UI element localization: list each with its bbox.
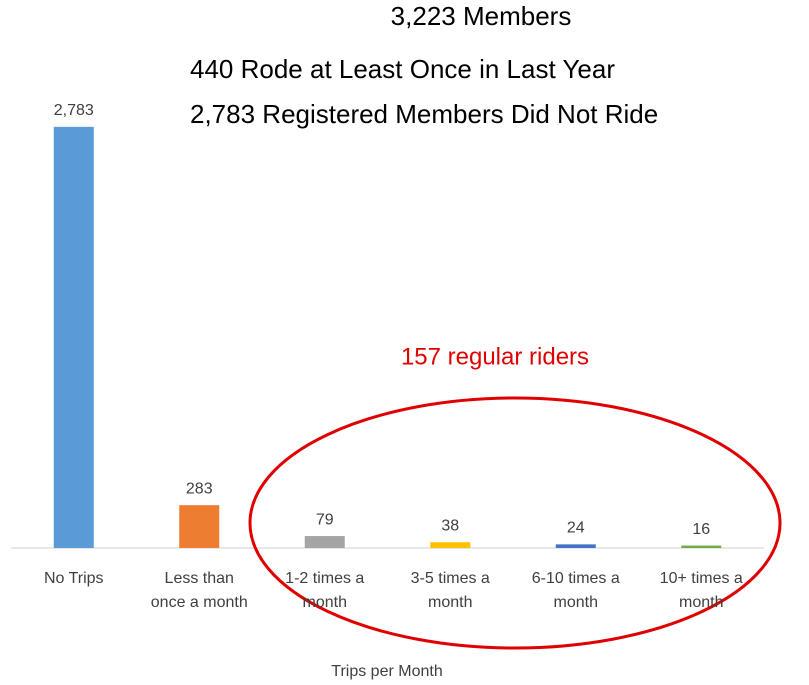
x-tick-label: No Trips: [43, 570, 104, 587]
bar: [430, 542, 471, 548]
bar: [53, 126, 94, 549]
bar: [304, 536, 345, 548]
callout: 157 regular riders: [401, 343, 589, 370]
annotation: 440 Rode at Least Once in Last Year: [190, 54, 615, 84]
highlight-ellipse: [248, 396, 782, 650]
x-axis-label: Trips per Month: [331, 663, 442, 680]
x-tick-label: 3-5 times a month: [410, 570, 490, 611]
annotation: 3,223 Members: [391, 1, 572, 31]
data-label: 283: [186, 480, 213, 497]
data-label: 2,783: [54, 102, 94, 119]
x-tick-label: 6-10 times a month: [531, 570, 620, 611]
x-tick-label: 1-2 times a month: [285, 570, 365, 611]
data-label: 79: [316, 511, 334, 528]
bar: [555, 544, 596, 548]
data-label: 24: [567, 520, 585, 537]
bar: [681, 545, 722, 548]
x-tick-label: 10+ times a month: [659, 570, 743, 611]
data-label: 38: [441, 517, 459, 534]
annotation: 2,783 Registered Members Did Not Ride: [190, 99, 658, 129]
data-label: 16: [692, 521, 710, 538]
x-tick-label: Less than once a month: [150, 570, 248, 611]
bar: [179, 505, 220, 548]
